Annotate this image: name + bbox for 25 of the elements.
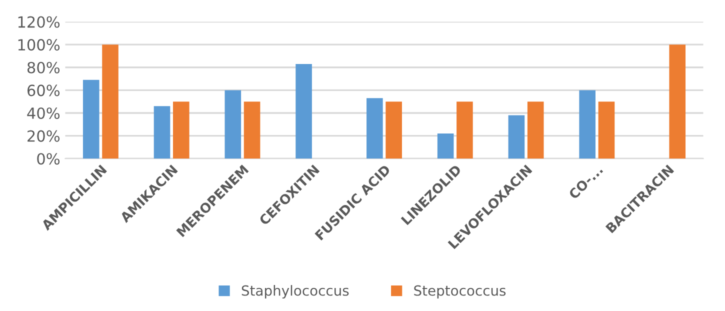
y-tick-label: 120% [18,16,60,28]
bar [244,102,260,159]
bar [508,115,525,159]
bar [296,64,312,159]
y-tick-label: 80% [27,62,60,74]
y-tick-label: 0% [37,153,60,165]
bar [224,90,242,159]
bar [527,102,544,159]
bar [386,102,402,159]
legend-label: Steptococcus [414,285,506,298]
bar [173,102,190,159]
bar [456,102,473,159]
y-tick-label: 100% [18,39,60,51]
y-tick-label: 60% [28,84,60,96]
y-tick-label: 20% [28,130,60,142]
y-tick-label: 40% [27,107,60,120]
bar [366,98,383,159]
bar [437,134,454,159]
bar [669,44,686,159]
bar [598,102,615,159]
bar [579,90,596,159]
bar [102,44,118,159]
bar [82,80,100,159]
bar [154,106,170,159]
legend-label: Staphylococcus [242,285,349,298]
